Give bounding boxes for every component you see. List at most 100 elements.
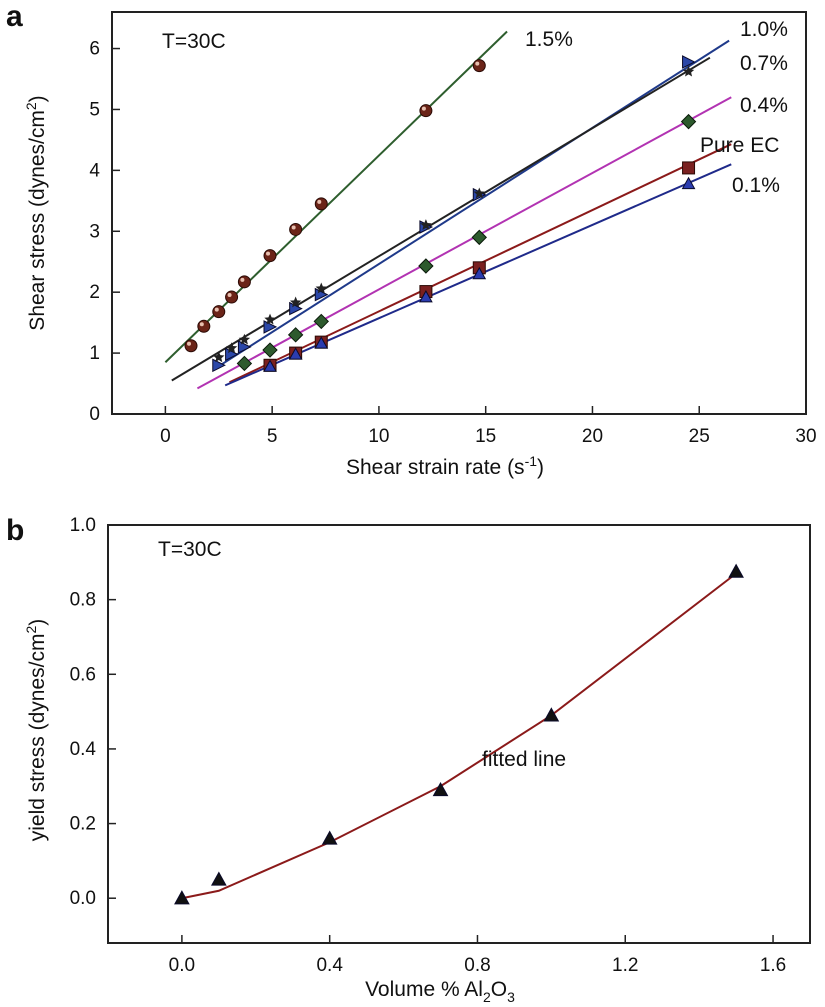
panel-b-points (174, 563, 744, 905)
panel-a-letter: a (6, 0, 23, 33)
point-1-5- (237, 275, 251, 289)
panel-a: a 0 5 10 15 20 25 30 0 1 2 3 4 5 6 T=30C 1.5% 1.0% 0.… (6, 0, 817, 479)
y-tick-label: 5 (89, 99, 100, 120)
y-tick-label: 6 (89, 39, 100, 60)
point-1-5--highlight (266, 251, 271, 256)
series-label-0-7: 0.7% (740, 52, 788, 75)
x-tick-label: 0 (160, 426, 171, 447)
point-pure-ec (682, 161, 696, 175)
series-label-0-4: 0.4% (740, 94, 788, 117)
point-0-1- (472, 266, 487, 280)
point-1-5--highlight (291, 225, 296, 230)
panel-a-frame (111, 11, 807, 415)
point-1-5--highlight (187, 341, 192, 346)
point-0-4- (680, 113, 697, 130)
point-data (174, 890, 190, 905)
panel-a-fit-lines (164, 30, 732, 390)
series-label-1-5: 1.5% (525, 28, 573, 51)
point-0-4- (287, 327, 304, 343)
y-tick-label: 0.6 (70, 664, 96, 685)
point-data (728, 563, 744, 578)
panel-a-ylabel: Shear stress (dynes/cm2) (23, 95, 49, 330)
point-0-4- (313, 313, 329, 330)
point-1-5--highlight (227, 293, 232, 298)
point-0-7- (238, 333, 251, 345)
point-1-5--highlight (421, 106, 426, 111)
point-0-4- (418, 258, 434, 274)
point-0-1- (314, 336, 329, 349)
point-1-5- (263, 249, 277, 263)
x-tick-label: 20 (582, 426, 603, 447)
y-tick-label: 0 (89, 404, 100, 425)
point-data (210, 871, 227, 886)
panel-a-points (184, 55, 697, 373)
point-1-5- (184, 339, 198, 353)
series-label-1-0: 1.0% (740, 18, 788, 41)
fit-line-0-4- (196, 96, 732, 390)
panel-b-frame (107, 524, 811, 944)
x-tick-label: 15 (475, 426, 496, 447)
point-0-7- (473, 187, 485, 199)
point-1-5- (212, 305, 226, 319)
x-tick-label: 1.6 (760, 955, 786, 976)
point-0-1- (263, 359, 277, 372)
y-tick-label: 3 (89, 221, 100, 242)
point-1-5- (419, 104, 433, 118)
x-tick-label: 0.8 (464, 955, 490, 976)
point-0-1- (681, 176, 696, 190)
x-tick-label: 25 (689, 426, 710, 447)
y-tick-label: 0.8 (70, 590, 96, 611)
fit-line-0-7- (171, 56, 711, 382)
point-0-4- (236, 355, 253, 372)
panel-a-temperature: T=30C (162, 30, 226, 53)
y-tick-label: 0.0 (70, 888, 96, 909)
point-0-1- (288, 347, 303, 360)
series-label-0-1: 0.1% (732, 174, 780, 197)
point-1-0- (682, 55, 696, 69)
point-1-5- (197, 319, 211, 333)
point-1-0- (212, 358, 226, 373)
point-1-5- (289, 222, 303, 236)
point-0-7- (213, 351, 225, 363)
point-0-7- (420, 219, 432, 231)
panel-b-ylabel: yield stress (dynes/cm2) (23, 619, 49, 842)
point-1-5- (225, 290, 239, 304)
point-1-5--highlight (199, 322, 204, 327)
point-1-5- (314, 197, 328, 211)
x-tick-label: 0.4 (316, 955, 343, 976)
point-0-7- (315, 282, 327, 294)
x-tick-label: 5 (267, 426, 278, 447)
point-0-4- (471, 229, 487, 246)
point-0-7- (289, 296, 302, 308)
fitted-line-label: fitted line (482, 748, 566, 771)
y-tick-label: 4 (89, 160, 100, 181)
point-1-5--highlight (317, 199, 322, 204)
series-label-pure-ec: Pure EC (700, 134, 779, 157)
point-0-7- (682, 65, 695, 77)
point-0-7- (264, 313, 276, 325)
x-tick-label: 0.0 (169, 955, 195, 976)
y-tick-label: 2 (89, 282, 100, 303)
panel-b-temperature: T=30C (158, 538, 222, 561)
panel-b: b 0.0 0.4 0.8 1.2 1.6 0.0 0.2 0.4 0.6 0.8 1.0 T=30… (6, 514, 811, 1005)
y-tick-label: 1 (89, 343, 100, 364)
point-1-5--highlight (475, 61, 480, 66)
y-tick-label: 1.0 (70, 515, 96, 536)
fit-line-1-0- (213, 39, 730, 370)
series-line-fitted-line (181, 572, 737, 900)
point-1-5--highlight (240, 277, 245, 282)
point-data (432, 781, 449, 797)
y-tick-label: 0.4 (70, 739, 97, 760)
panel-b-letter: b (6, 514, 24, 547)
point-data (543, 707, 560, 722)
panel-b-fit-lines (181, 572, 737, 900)
point-1-5- (472, 59, 486, 73)
point-1-5--highlight (214, 307, 219, 312)
point-0-4- (262, 342, 278, 358)
point-1-0- (237, 340, 252, 354)
panel-b-ticks: 0.0 0.4 0.8 1.2 1.6 0.0 0.2 0.4 0.6 0.8 1.0 (70, 515, 787, 976)
point-0-1- (419, 290, 433, 303)
panel-b-xlabel: Volume % Al2O3 (365, 978, 515, 1005)
panel-a-ticks: 0 5 10 15 20 25 30 0 1 2 3 4 5 6 (89, 39, 816, 447)
x-tick-label: 10 (368, 426, 389, 447)
